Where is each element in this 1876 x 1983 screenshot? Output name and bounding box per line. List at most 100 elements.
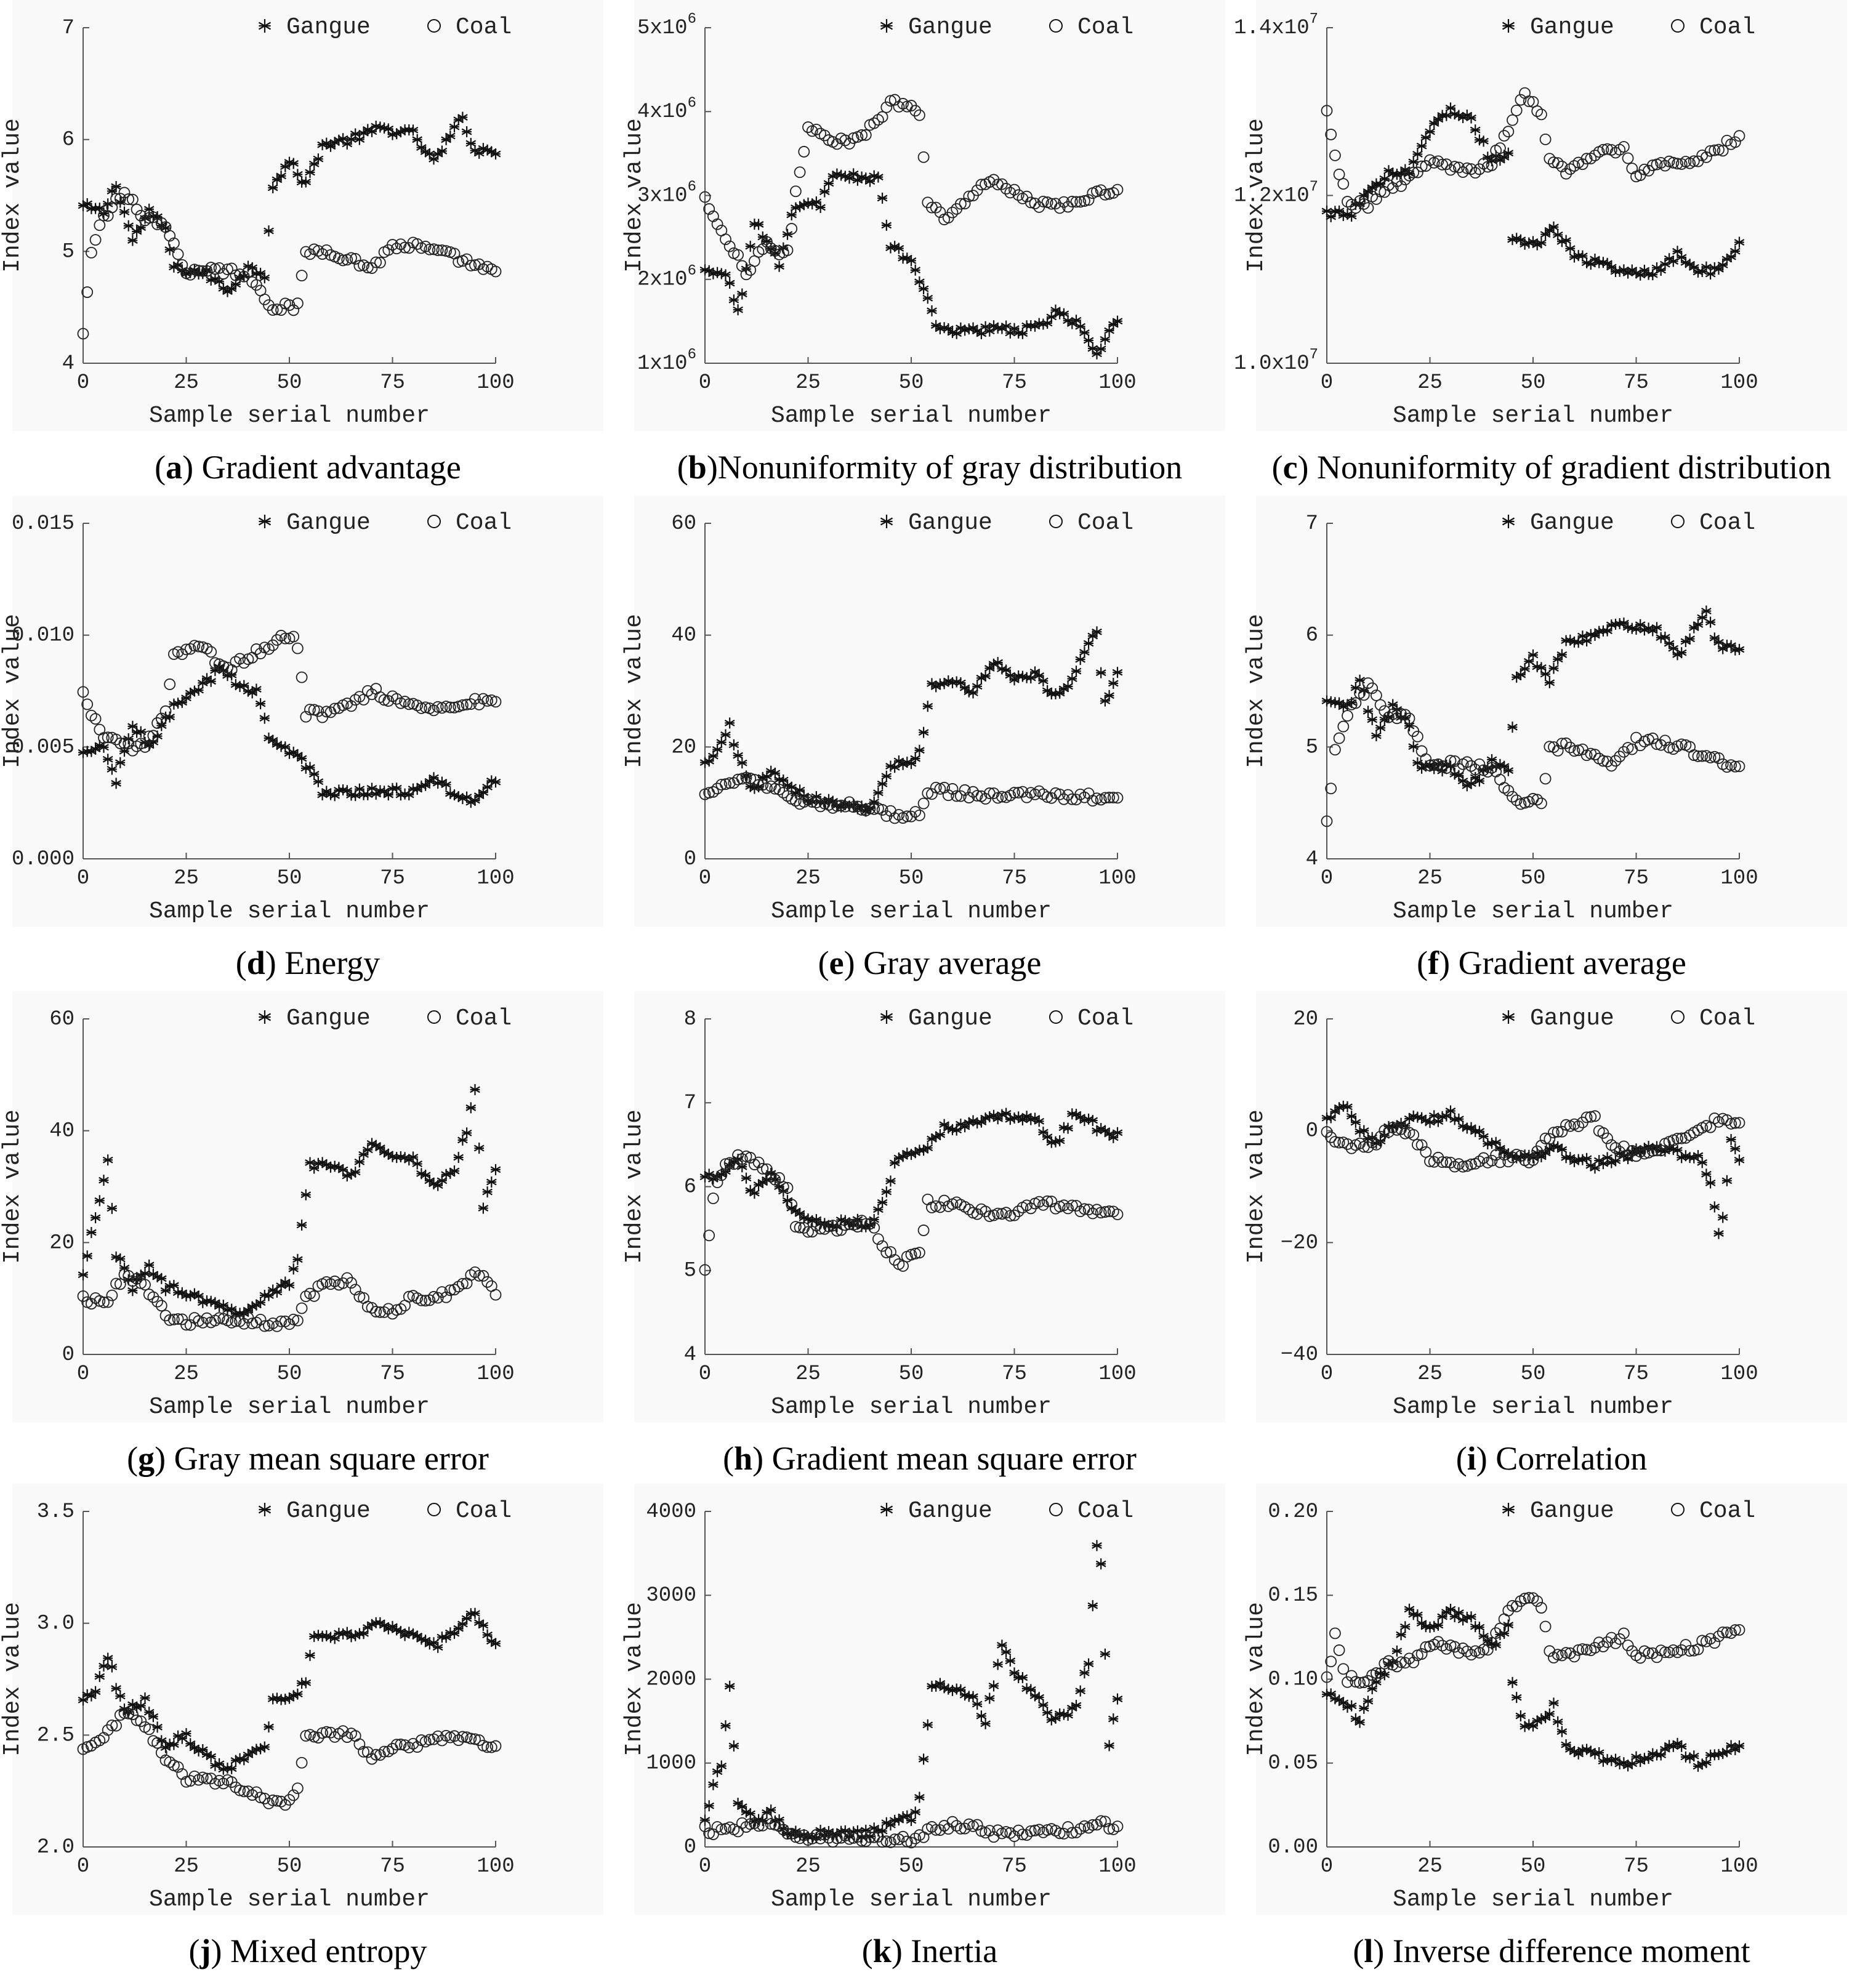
data-point-coal [876, 1836, 888, 1848]
data-point-coal [1539, 773, 1552, 785]
data-point-coal [151, 717, 164, 729]
data-point-coal [432, 1730, 444, 1742]
data-point-gangue [765, 1804, 776, 1816]
data-point-coal [291, 1782, 304, 1795]
data-point-gangue [478, 787, 489, 798]
data-point-gangue [296, 1219, 307, 1231]
data-point-coal [1403, 712, 1415, 725]
x-tick-label: 0 [77, 1855, 89, 1878]
data-point-coal [1486, 762, 1498, 774]
y-tick-label: 3.0 [37, 1612, 74, 1636]
data-point-gangue [1100, 1648, 1111, 1660]
data-point-gangue [1705, 1177, 1716, 1189]
data-point-coal [1651, 1651, 1663, 1663]
data-point-coal [77, 686, 89, 698]
data-point-gangue [1321, 205, 1332, 217]
x-tick-label: 100 [477, 867, 514, 890]
y-tick-label: 5x106 [637, 11, 696, 40]
data-point-gangue [1705, 616, 1716, 628]
data-point-coal [996, 178, 1008, 190]
data-point-coal [1407, 1656, 1420, 1668]
y-tick-label: 4000 [646, 1500, 696, 1524]
data-point-coal [934, 1824, 946, 1836]
data-point-coal [885, 95, 896, 107]
legend: Gangue Coal [880, 14, 1133, 41]
data-point-gangue [1050, 1712, 1061, 1724]
data-point-gangue [482, 1186, 493, 1198]
data-point-gangue [1721, 1175, 1733, 1186]
data-point-gangue [1544, 1708, 1555, 1720]
legend-marker-coal [427, 19, 441, 33]
data-point-coal [316, 248, 328, 260]
y-tick-label: 0 [684, 848, 696, 871]
data-point-coal [802, 1226, 814, 1238]
data-point-gangue [1387, 699, 1398, 710]
y-tick-label: 20 [671, 736, 696, 759]
data-point-coal [1436, 1639, 1449, 1652]
data-point-coal [291, 297, 304, 310]
legend-label-coal: Coal [1699, 1498, 1755, 1524]
series-coal [699, 771, 1124, 824]
data-point-coal [1473, 1155, 1486, 1167]
data-point-coal [1337, 720, 1350, 733]
data-point-coal [1387, 182, 1399, 194]
data-point-coal [1325, 129, 1337, 140]
data-point-gangue [424, 776, 435, 787]
data-point-gangue [1635, 619, 1646, 630]
data-point-gangue [1713, 1228, 1724, 1239]
data-point-gangue [329, 1633, 340, 1644]
data-point-gangue [1552, 653, 1563, 665]
plot-background [1256, 991, 1847, 1422]
data-point-coal [403, 698, 415, 710]
data-point-coal [1037, 1199, 1049, 1211]
data-point-gangue [1511, 1692, 1522, 1703]
data-point-gangue [1363, 706, 1374, 717]
data-point-coal [917, 1225, 930, 1236]
data-point-coal [876, 804, 888, 816]
data-point-coal [975, 179, 988, 191]
data-point-gangue [432, 1180, 443, 1191]
panel-g: 0 20 40 60 0 25 50 75 100 Sample serial number Ind… [0, 991, 616, 1484]
data-point-gangue [214, 1758, 225, 1769]
series-coal [77, 1707, 502, 1811]
data-point-coal [481, 1276, 493, 1288]
data-point-gangue [1412, 148, 1423, 160]
data-point-coal [1527, 1592, 1539, 1604]
data-point-coal [905, 1249, 917, 1261]
data-point-gangue [724, 277, 735, 289]
data-point-gangue [794, 1208, 805, 1220]
data-point-coal [271, 634, 283, 646]
data-point-coal [930, 1200, 942, 1212]
data-point-gangue [799, 199, 810, 211]
data-point-gangue [441, 1631, 451, 1643]
data-point-coal [131, 1273, 143, 1285]
data-point-coal [114, 738, 126, 749]
data-point-gangue [288, 158, 299, 169]
panel-caption: (c) Nonuniformity of gradient distributi… [1271, 449, 1832, 486]
data-point-coal [864, 802, 876, 815]
data-point-coal [699, 1264, 711, 1276]
data-point-coal [1399, 1657, 1411, 1669]
data-point-coal [213, 262, 225, 274]
data-point-coal [1539, 133, 1552, 145]
data-point-coal [1082, 787, 1095, 800]
data-point-coal [217, 1777, 230, 1790]
data-point-gangue [461, 1127, 472, 1139]
data-point-gangue [342, 785, 353, 797]
data-point-coal [205, 646, 217, 658]
data-point-coal [1552, 1125, 1564, 1138]
x-tick-label: 100 [477, 1362, 514, 1386]
series-coal [77, 1266, 502, 1332]
data-point-gangue [1515, 234, 1526, 246]
data-point-gangue [1038, 675, 1049, 687]
data-point-coal [1609, 147, 1622, 159]
data-point-gangue [218, 1300, 229, 1311]
data-point-coal [1440, 1643, 1452, 1655]
data-point-coal [1704, 145, 1717, 157]
y-tick-label: 20 [49, 1231, 74, 1255]
data-point-gangue [1005, 327, 1016, 339]
data-point-coal [847, 801, 859, 813]
x-tick-label: 50 [1521, 371, 1546, 395]
data-point-coal [1531, 794, 1544, 806]
data-point-coal [1655, 739, 1667, 751]
